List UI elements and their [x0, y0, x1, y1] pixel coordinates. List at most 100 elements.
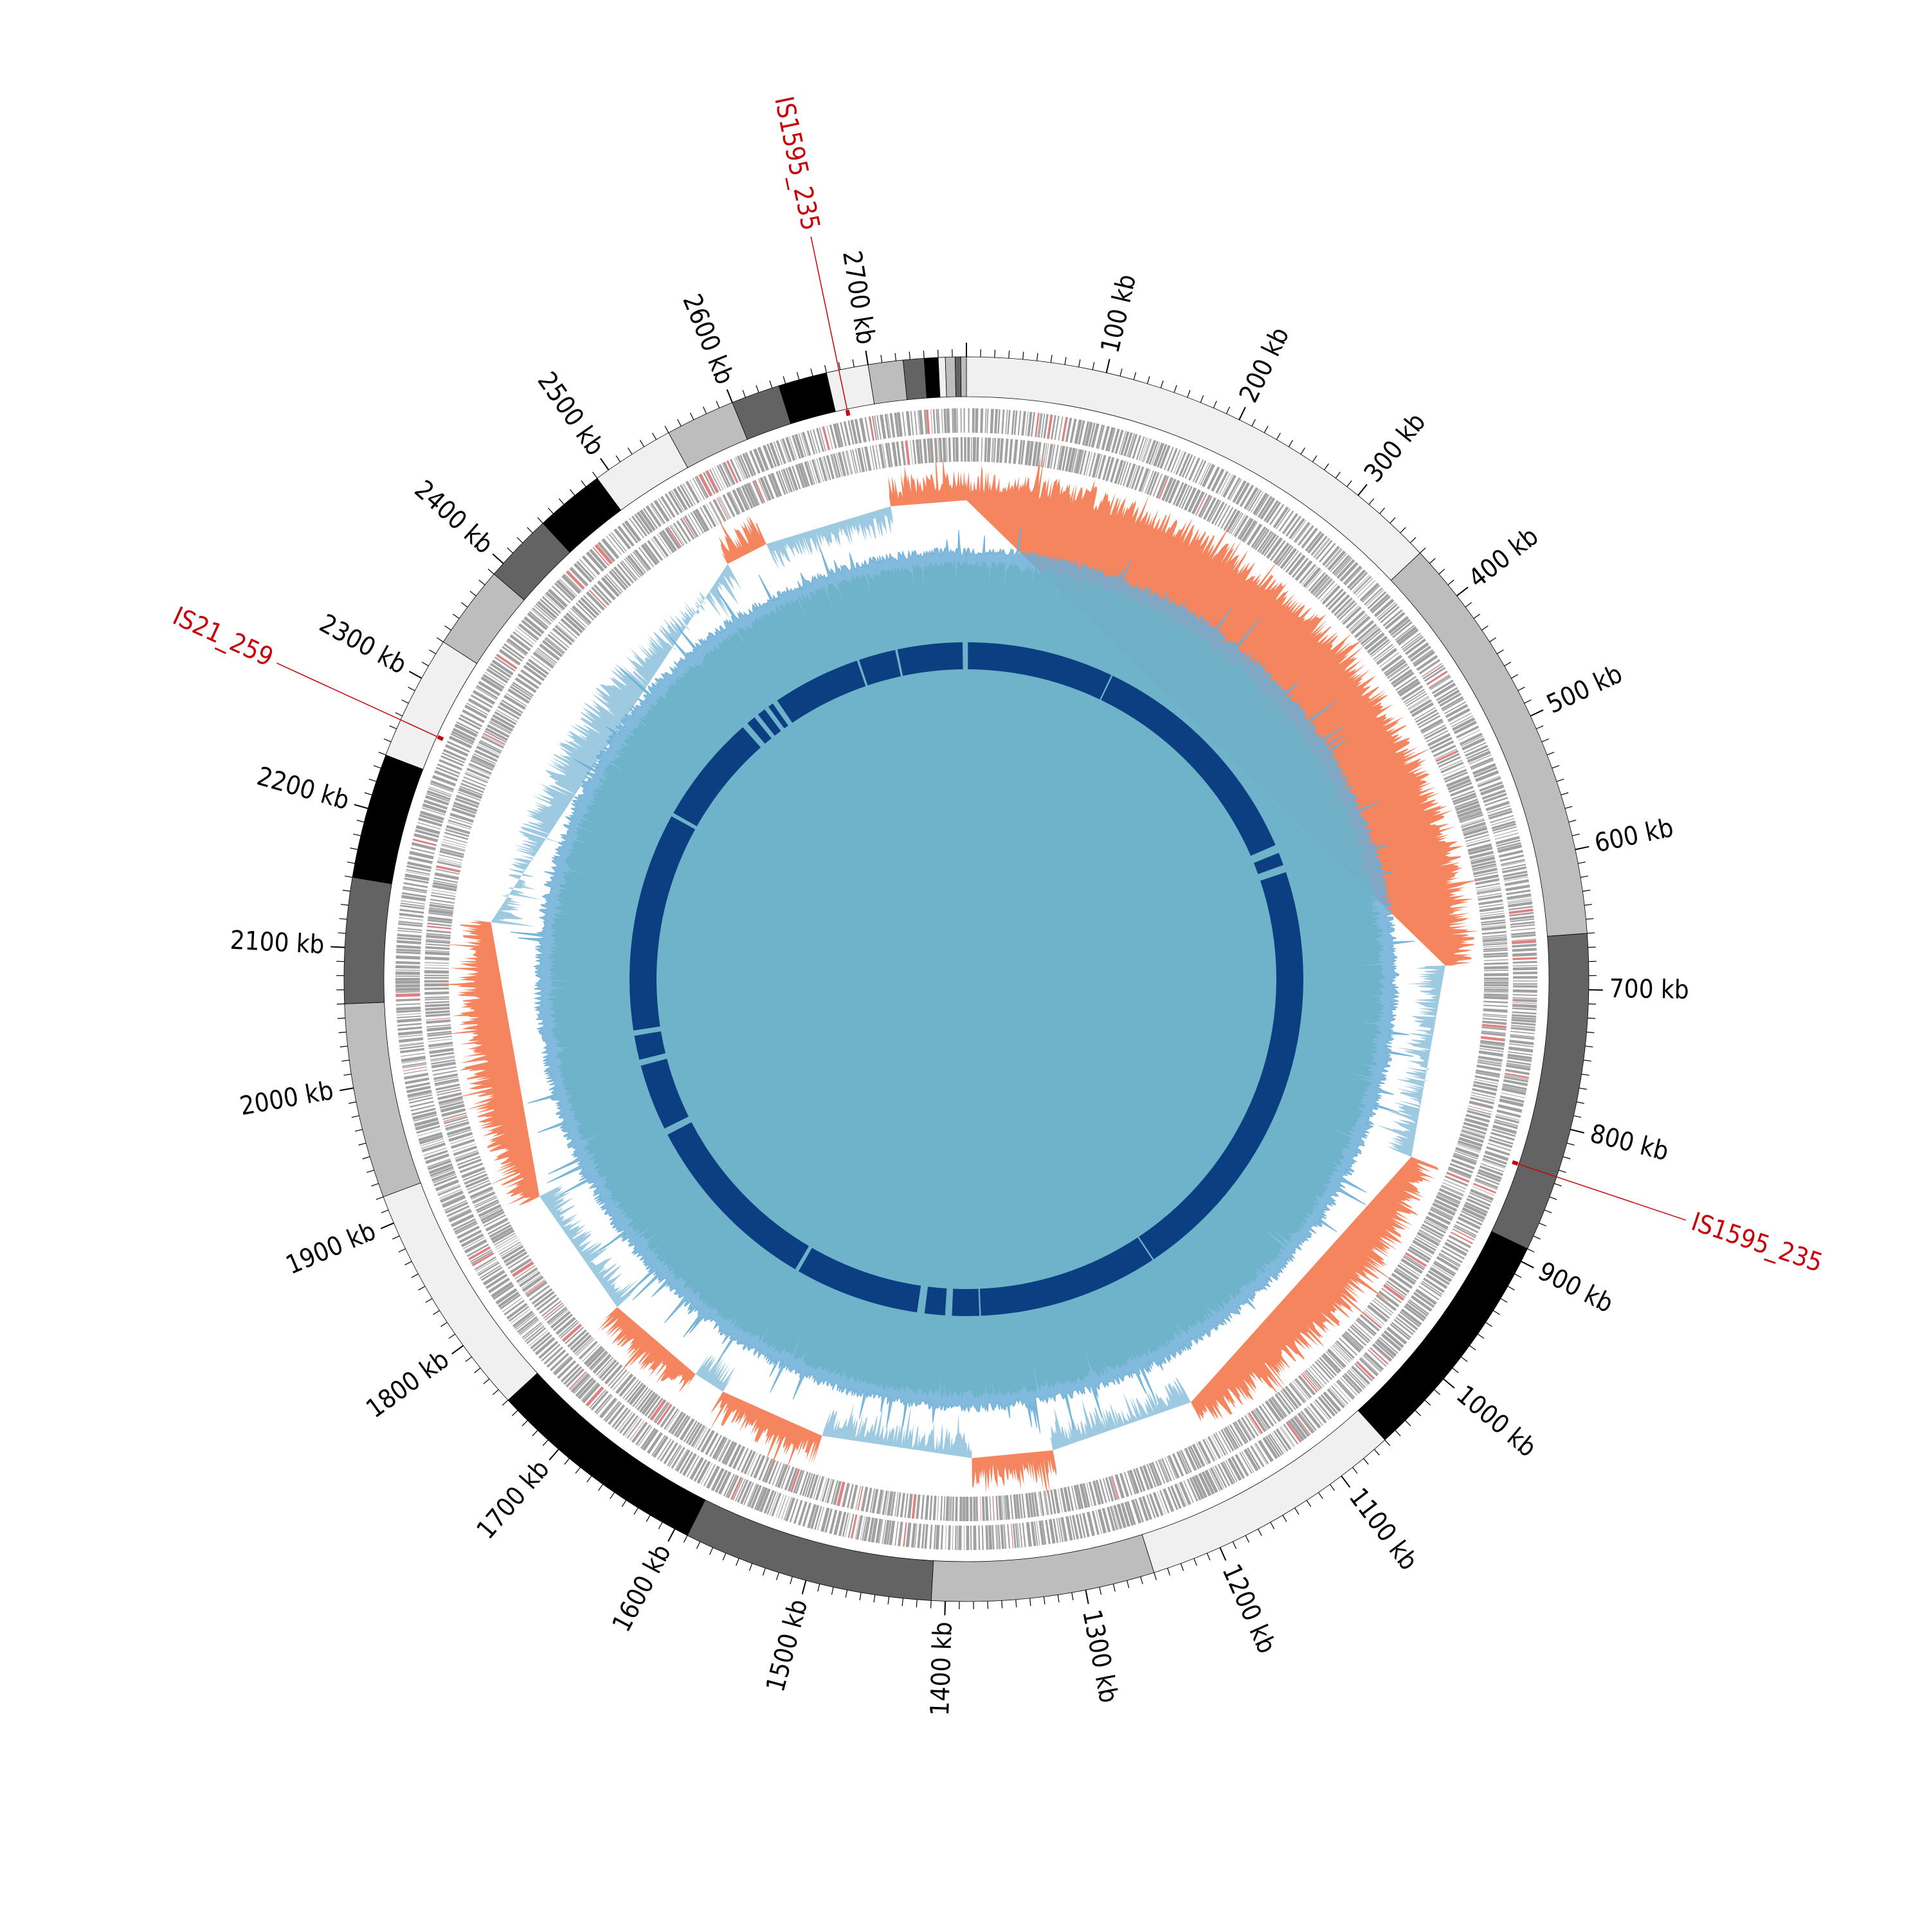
- cds-reverse: [934, 438, 938, 462]
- minor-tick: [628, 447, 632, 454]
- minor-tick: [1289, 440, 1292, 447]
- cds-forward: [894, 1521, 898, 1546]
- minor-tick: [371, 1184, 378, 1186]
- minor-tick: [1380, 508, 1385, 514]
- minor-tick: [1536, 726, 1543, 729]
- cds-forward: [902, 411, 906, 436]
- tick-label-500kb: 500 kb: [1543, 659, 1627, 719]
- cds-forward: [397, 1023, 422, 1027]
- minor-tick: [390, 726, 397, 729]
- tick-label-600kb: 600 kb: [1592, 813, 1676, 858]
- cds-reverse: [950, 1497, 952, 1521]
- mge-label: IS21_259: [168, 601, 278, 673]
- minor-tick: [756, 385, 759, 392]
- cds-reverse: [424, 970, 449, 973]
- major-tick: [381, 1223, 394, 1229]
- tick-label-2000kb: 2000 kb: [238, 1076, 336, 1121]
- minor-tick: [1563, 1157, 1571, 1159]
- minor-tick: [1448, 580, 1454, 585]
- minor-tick: [881, 355, 882, 363]
- cds-forward: [1513, 994, 1537, 996]
- contig-segment-23: [924, 357, 940, 398]
- minor-tick: [543, 1440, 548, 1446]
- minor-tick: [853, 359, 854, 367]
- cds-forward: [614, 1409, 631, 1430]
- minor-tick: [449, 1334, 455, 1339]
- cds-reverse: [955, 437, 959, 462]
- cds-forward: [478, 1262, 500, 1276]
- minor-tick: [1312, 456, 1317, 462]
- cds-forward: [432, 775, 456, 786]
- tick-label-1600kb: 1600 kb: [607, 1540, 677, 1637]
- minor-tick: [811, 368, 813, 376]
- minor-tick: [575, 1467, 580, 1473]
- minor-tick: [1092, 362, 1094, 370]
- minor-tick: [1194, 1558, 1197, 1566]
- cds-reverse: [425, 1004, 449, 1007]
- cds-forward: [822, 426, 830, 451]
- cds-reverse: [1484, 966, 1508, 969]
- cds-forward: [1513, 986, 1537, 988]
- cds-forward: [1021, 411, 1026, 435]
- minor-tick: [374, 766, 381, 768]
- minor-tick: [1207, 1553, 1210, 1560]
- cds-reverse: [1483, 1018, 1507, 1021]
- minor-tick: [350, 848, 358, 850]
- minor-tick: [1481, 626, 1488, 630]
- minor-tick: [1461, 1357, 1467, 1361]
- major-tick: [549, 1449, 558, 1460]
- minor-tick: [1501, 1299, 1507, 1303]
- mge-label: IS1595_235: [1688, 1207, 1826, 1278]
- cds-reverse: [1483, 1005, 1508, 1007]
- cds-reverse: [952, 1497, 954, 1521]
- major-tick: [340, 1088, 354, 1090]
- contig-segment-21: [868, 360, 907, 404]
- minor-tick: [1352, 1467, 1357, 1473]
- cds-forward: [945, 1525, 946, 1549]
- minor-tick: [1453, 1368, 1458, 1373]
- tick-label-1300kb: 1300 kb: [1076, 1607, 1123, 1706]
- minor-tick: [1390, 518, 1395, 523]
- minor-tick: [1016, 1600, 1017, 1607]
- minor-tick: [1213, 401, 1217, 408]
- minor-tick: [818, 1584, 820, 1592]
- cds-reverse: [1008, 439, 1013, 464]
- minor-tick: [1058, 1595, 1059, 1603]
- minor-tick: [363, 1157, 370, 1159]
- cds-forward: [1408, 1301, 1428, 1317]
- cds-forward: [396, 945, 421, 950]
- cds-reverse: [952, 437, 955, 462]
- cds-forward: [957, 1526, 958, 1550]
- cds-forward: [1512, 957, 1537, 961]
- minor-tick: [1544, 1210, 1552, 1213]
- cds-forward: [936, 1525, 940, 1549]
- cds-reverse: [428, 1042, 453, 1047]
- minor-tick: [430, 650, 436, 654]
- cds-forward: [395, 978, 420, 980]
- minor-tick: [665, 426, 669, 433]
- minor-tick: [1406, 1420, 1411, 1426]
- cds-reverse: [943, 438, 946, 462]
- cds-reverse: [999, 438, 1004, 463]
- minor-tick: [599, 1485, 603, 1491]
- minor-tick: [1588, 947, 1596, 948]
- minor-tick: [923, 350, 924, 358]
- minor-tick: [341, 1060, 349, 1061]
- cds-reverse: [943, 1496, 945, 1521]
- cds-reverse: [996, 438, 1000, 462]
- cds-forward: [396, 1003, 421, 1006]
- tick-label-700kb: 700 kb: [1609, 974, 1690, 1005]
- cds-reverse: [425, 952, 449, 956]
- cds-reverse: [900, 1493, 905, 1517]
- cds-reverse: [976, 1497, 979, 1521]
- minor-tick: [475, 1368, 480, 1373]
- minor-tick: [825, 365, 827, 373]
- cds-reverse: [1484, 992, 1508, 993]
- tick-label-200kb: 200 kb: [1234, 323, 1296, 407]
- cds-forward: [1510, 1031, 1535, 1034]
- cds-reverse: [424, 962, 449, 964]
- minor-tick: [1374, 1449, 1379, 1455]
- major-tick: [1085, 1590, 1088, 1604]
- minor-tick: [797, 372, 799, 380]
- major-tick: [1530, 710, 1543, 716]
